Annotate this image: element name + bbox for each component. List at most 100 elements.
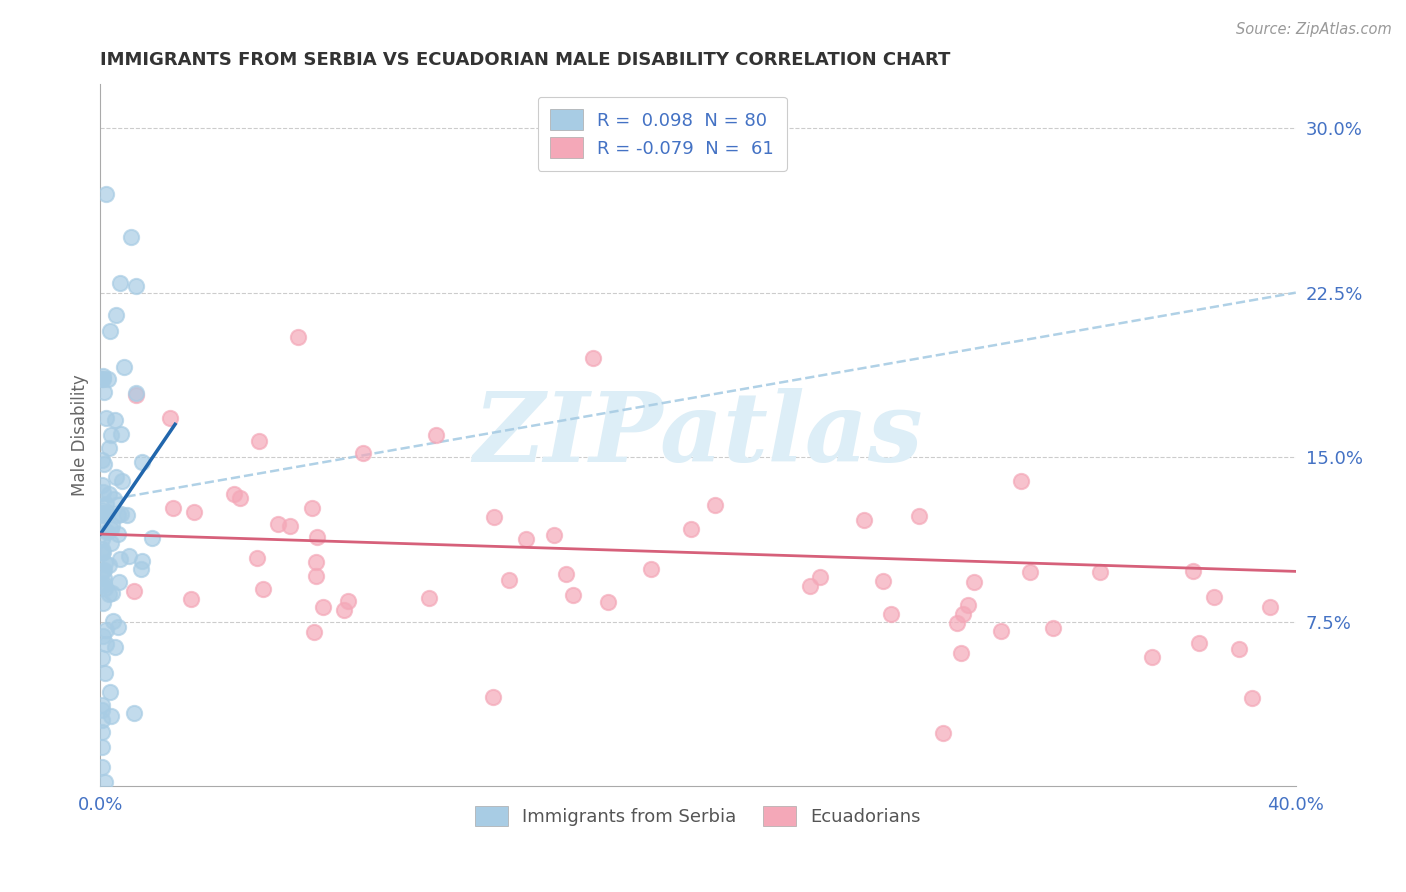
Point: [305, 555, 328, 569]
Point: [100, 536, 122, 550]
Point: [183, 506, 205, 520]
Point: [100, 709, 122, 723]
Point: [498, 574, 520, 588]
Point: [93, 571, 115, 585]
Point: [1181, 565, 1204, 579]
Point: [94, 665, 117, 680]
Point: [681, 522, 703, 536]
Point: [91, 522, 114, 536]
Point: [94, 186, 117, 201]
Point: [96, 506, 118, 520]
Point: [122, 706, 145, 720]
Point: [704, 499, 727, 513]
Point: [93, 384, 115, 399]
Point: [100, 586, 122, 600]
Point: [908, 509, 931, 524]
Point: [1258, 599, 1281, 614]
Point: [103, 614, 125, 628]
Point: [311, 599, 333, 614]
Text: Source: ZipAtlas.com: Source: ZipAtlas.com: [1236, 22, 1392, 37]
Point: [104, 413, 127, 427]
Point: [94, 556, 117, 570]
Point: [112, 360, 135, 375]
Point: [98, 684, 121, 698]
Point: [945, 616, 967, 631]
Point: [91, 724, 114, 739]
Point: [963, 574, 986, 589]
Point: [125, 279, 148, 293]
Point: [278, 518, 301, 533]
Point: [90, 502, 112, 516]
Point: [932, 725, 955, 739]
Point: [90, 541, 112, 556]
Point: [229, 491, 252, 506]
Point: [98, 442, 121, 456]
Point: [91, 630, 114, 644]
Y-axis label: Male Disability: Male Disability: [72, 375, 89, 496]
Text: ZIPatlas: ZIPatlas: [474, 388, 922, 483]
Point: [808, 570, 831, 584]
Point: [872, 574, 894, 588]
Point: [561, 588, 583, 602]
Point: [91, 369, 114, 384]
Point: [96, 410, 118, 425]
Point: [1042, 621, 1064, 635]
Point: [957, 599, 980, 613]
Point: [337, 593, 360, 607]
Point: [122, 584, 145, 599]
Point: [107, 574, 129, 589]
Point: [90, 507, 112, 521]
Point: [853, 513, 876, 527]
Point: [90, 546, 112, 560]
Point: [93, 577, 115, 591]
Point: [94, 623, 117, 637]
Text: IMMIGRANTS FROM SERBIA VS ECUADORIAN MALE DISABILITY CORRELATION CHART: IMMIGRANTS FROM SERBIA VS ECUADORIAN MAL…: [100, 51, 950, 69]
Point: [91, 596, 114, 610]
Point: [107, 508, 129, 522]
Point: [110, 426, 132, 441]
Point: [90, 578, 112, 592]
Point: [90, 703, 112, 717]
Point: [159, 411, 181, 425]
Point: [97, 558, 120, 573]
Point: [246, 550, 269, 565]
Point: [425, 428, 447, 442]
Point: [990, 624, 1012, 638]
Point: [555, 566, 578, 581]
Point: [482, 509, 505, 524]
Point: [180, 591, 202, 606]
Point: [1140, 649, 1163, 664]
Point: [91, 477, 114, 491]
Point: [90, 713, 112, 727]
Point: [107, 526, 129, 541]
Point: [111, 474, 134, 488]
Point: [98, 324, 121, 338]
Point: [952, 607, 974, 621]
Point: [1204, 591, 1226, 605]
Point: [103, 491, 125, 506]
Point: [1088, 565, 1111, 579]
Point: [105, 308, 128, 322]
Point: [91, 371, 114, 385]
Point: [91, 485, 114, 500]
Point: [799, 579, 821, 593]
Point: [949, 646, 972, 660]
Point: [131, 455, 153, 469]
Point: [100, 428, 122, 442]
Point: [90, 651, 112, 665]
Point: [352, 445, 374, 459]
Point: [100, 522, 122, 536]
Point: [90, 564, 112, 578]
Point: [94, 637, 117, 651]
Point: [1188, 636, 1211, 650]
Point: [640, 562, 662, 576]
Legend: Immigrants from Serbia, Ecuadorians: Immigrants from Serbia, Ecuadorians: [468, 798, 928, 834]
Point: [301, 501, 323, 516]
Point: [98, 587, 121, 601]
Point: [93, 775, 115, 789]
Point: [91, 545, 114, 559]
Point: [252, 582, 274, 597]
Point: [1240, 691, 1263, 706]
Point: [91, 508, 114, 522]
Point: [108, 551, 131, 566]
